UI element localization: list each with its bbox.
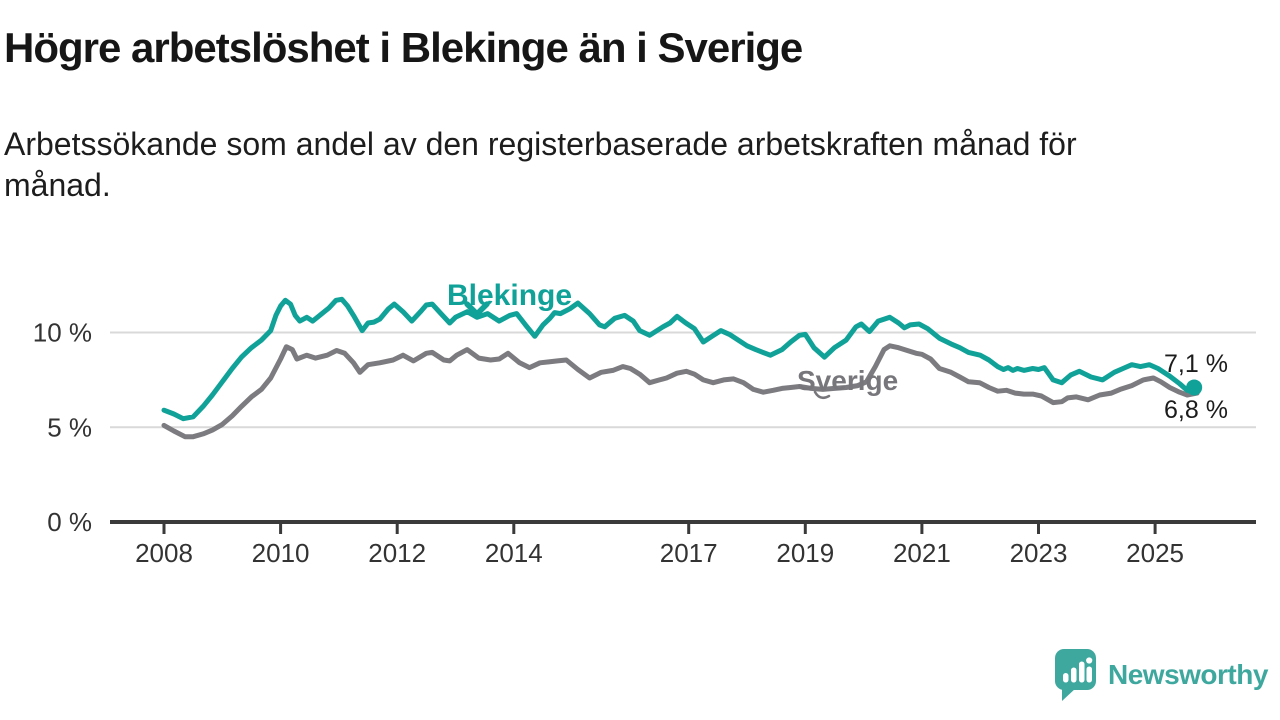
series-label-sverige: Sverige: [797, 365, 898, 396]
newsworthy-logo-icon: [1055, 649, 1096, 701]
y-axis-tick-label: 5 %: [47, 412, 92, 442]
series-label-blekinge: Blekinge: [447, 279, 572, 312]
x-axis-tick-label: 2014: [485, 538, 543, 568]
newsworthy-logo: Newsworthy: [1054, 648, 1268, 702]
chart-line-sverige: [161, 343, 1200, 440]
page-title: Högre arbetslöshet i Blekinge än i Sveri…: [4, 24, 803, 71]
x-axis-tick-label: 2010: [252, 538, 310, 568]
x-axis-tick-label: 2008: [135, 538, 193, 568]
y-axis-tick-label: 0 %: [47, 507, 92, 537]
x-axis-tick-label: 2019: [776, 538, 834, 568]
newsworthy-logo-text: Newsworthy: [1108, 659, 1268, 690]
x-axis-tick-label: 2012: [368, 538, 426, 568]
end-value-label-sverige: 6,8 %: [1164, 396, 1228, 424]
end-value-label-blekinge: 7,1 %: [1164, 350, 1228, 378]
x-axis-tick-label: 2025: [1126, 538, 1184, 568]
x-axis-tick-label: 2021: [893, 538, 951, 568]
page-subtitle: Arbetssökande som andel av den registerb…: [4, 126, 1077, 203]
chart-line-blekinge: [161, 296, 1197, 422]
x-axis-tick-label: 2017: [660, 538, 718, 568]
series-end-dot-blekinge: [1186, 379, 1203, 396]
x-axis-tick-label: 2023: [1010, 538, 1068, 568]
blekinge-pointer-chevron-icon: [464, 301, 490, 317]
y-axis-tick-label: 10 %: [33, 318, 92, 348]
sverige-pointer-chevron-icon: [813, 390, 831, 400]
